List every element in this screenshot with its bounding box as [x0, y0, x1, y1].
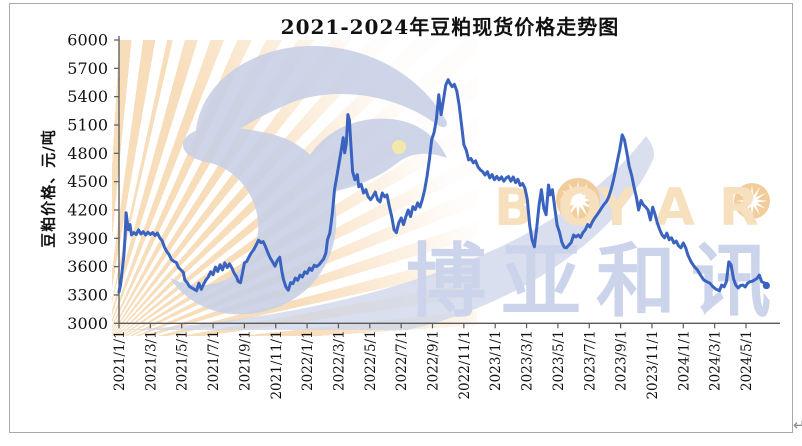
x-tick-label: 2022/1/1: [300, 330, 316, 391]
x-tick-label: 2023/11/1: [645, 330, 661, 399]
x-tick-label: 2022/5/1: [363, 330, 379, 391]
x-tick-label: 2021/3/1: [143, 330, 159, 391]
x-tick-label: 2021/9/1: [237, 330, 253, 391]
x-tick-label: 2022/3/1: [331, 330, 347, 391]
sunburst-star-icon: [558, 180, 598, 220]
x-tick-label: 2021/7/1: [206, 330, 222, 391]
x-tick-label: 2024/5/1: [739, 330, 755, 391]
bird-tail-swoosh: [118, 136, 654, 330]
y-tick-label: 3900: [67, 229, 108, 248]
bird-eye: [392, 140, 406, 154]
x-tick-label: 2022/9/1: [426, 330, 442, 391]
y-tick-label: 5700: [67, 59, 108, 78]
last-point-marker: [762, 281, 770, 290]
x-tick-label: 2023/9/1: [614, 330, 630, 391]
y-tick-label: 6000: [67, 31, 108, 50]
x-tick-label: 2022/7/1: [394, 330, 410, 391]
watermark-brand-cn: 博亚和讯: [406, 235, 786, 328]
y-tick-label: 4800: [67, 144, 108, 163]
y-tick-label: 3000: [67, 314, 108, 333]
chart-title: 2021-2024年豆粕现货价格走势图: [280, 15, 620, 39]
bird-wing: [195, 45, 447, 161]
x-tick-label: 2022/11/1: [457, 330, 473, 399]
x-tick-label: 2023/5/1: [551, 330, 567, 391]
x-tick-label: 2021/5/1: [175, 330, 191, 391]
x-tick-label: 2023/1/1: [488, 330, 504, 391]
y-tick-label: 4500: [67, 172, 108, 191]
y-tick-label: 5400: [67, 87, 108, 106]
bird-body: [170, 126, 337, 315]
x-tick-label: 2023/7/1: [582, 330, 598, 391]
x-tick-label: 2024/1/1: [676, 330, 692, 391]
y-tick-label: 5100: [67, 115, 108, 134]
y-tick-label: 4200: [67, 200, 108, 219]
x-tick-label: 2023/3/1: [520, 330, 536, 391]
y-tick-label: 3300: [67, 285, 108, 304]
bird-head: [297, 118, 447, 194]
paragraph-return-mark: ↵: [793, 416, 802, 434]
x-tick-label: 2021/11/1: [269, 330, 285, 399]
x-tick-label: 2024/3/1: [708, 330, 724, 391]
y-tick-label: 3600: [67, 257, 108, 276]
x-tick-label: 2021/1/1: [112, 330, 128, 391]
watermark-brand-en-part2: YAR: [598, 178, 783, 238]
sunburst-star-icon: [736, 185, 768, 217]
price-line-series: [117, 78, 768, 294]
